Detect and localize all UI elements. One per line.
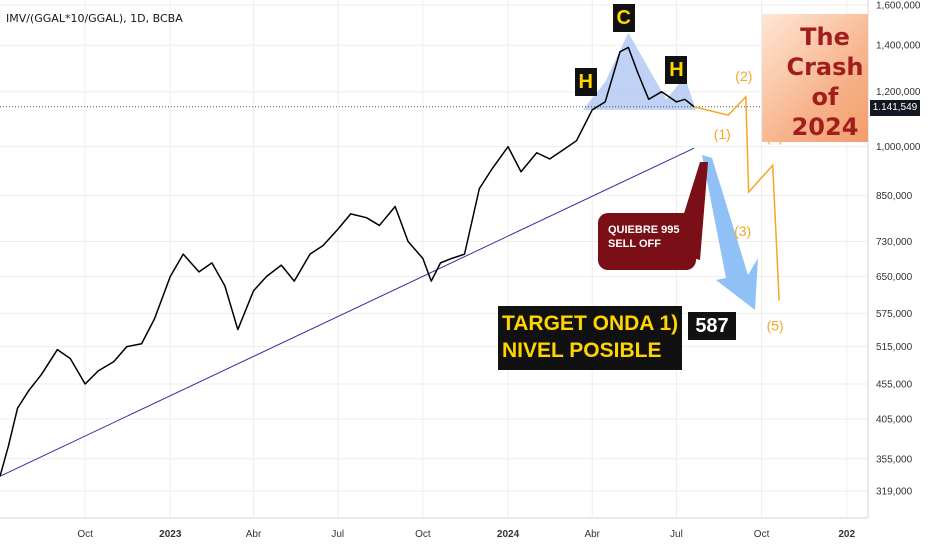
y-tick-label: 1,600,000 — [876, 1, 921, 12]
sell-off-arrow — [702, 155, 758, 310]
y-tick-label: 319,000 — [876, 487, 913, 498]
target-value: 587 — [688, 312, 736, 340]
y-tick-label: 730,000 — [876, 237, 913, 248]
wave-label: (3) — [734, 223, 751, 239]
target-line2: NIVEL POSIBLE — [502, 339, 662, 362]
y-tick-label: 850,000 — [876, 191, 913, 202]
trendline — [0, 147, 695, 477]
x-tick-label: 2024 — [497, 529, 520, 540]
price-line — [0, 46, 695, 477]
chart-title: IMV/(GGAL*10/GGAL), 1D, BCBA — [6, 12, 183, 25]
y-tick-label: 515,000 — [876, 342, 913, 353]
pattern-label-h: H — [574, 67, 597, 96]
pattern-area — [582, 32, 696, 110]
wave-path — [693, 94, 780, 301]
crash-title: The Crash of 2024 — [786, 23, 864, 141]
sell-off-box: QUIEBRE 995 SELL OFF — [598, 213, 696, 270]
price-series-layer — [0, 46, 695, 477]
x-tick-label: 202 — [838, 529, 855, 540]
x-axis-panel — [0, 518, 932, 550]
x-tick-label: Jul — [331, 529, 344, 540]
x-tick-label: Oct — [754, 529, 770, 540]
trendline-layer — [0, 147, 695, 477]
head-and-shoulders-pattern — [0, 32, 868, 110]
y-tick-label: 1,000,000 — [876, 142, 921, 153]
y-tick-label: 1,400,000 — [876, 41, 921, 52]
x-axis: Oct 2023 Abr Jul Oct 2024 Abr Jul Oct 202 — [0, 517, 932, 550]
x-tick-label: Abr — [246, 529, 262, 540]
wave-label: (1) — [714, 126, 731, 142]
y-axis: 1,600,000 1,400,000 1,200,000 1,000,000 850,… — [867, 0, 932, 550]
y-tick-label: 405,000 — [876, 415, 913, 426]
crash-highlight-box — [762, 14, 868, 142]
x-tick-label: 2023 — [159, 529, 182, 540]
y-tick-label: 455,000 — [876, 379, 913, 390]
wave-projection-layer: (1)(2)(3)(4)(5) — [693, 68, 784, 334]
y-axis-panel — [868, 0, 932, 550]
x-tick-label: Abr — [584, 529, 600, 540]
wave-label: (5) — [767, 318, 784, 334]
sell-off-line2: SELL OFF — [608, 238, 661, 250]
pattern-label-h: H — [665, 55, 688, 84]
target-box: TARGET ONDA 1) NIVEL POSIBLE — [498, 306, 682, 370]
y-tick-label: 355,000 — [876, 454, 913, 465]
sell-off-line1: QUIEBRE 995 — [608, 224, 680, 236]
target-line1: TARGET ONDA 1) — [502, 312, 679, 335]
wave-label: (2) — [735, 68, 752, 84]
y-tick-label: 575,000 — [876, 309, 913, 320]
y-tick-label: 650,000 — [876, 272, 913, 283]
x-tick-label: Jul — [670, 529, 683, 540]
last-price-label: 1.141,549 — [870, 100, 920, 116]
x-tick-label: Oct — [415, 529, 431, 540]
y-tick-label: 1,200,000 — [876, 87, 921, 98]
x-tick-label: Oct — [77, 529, 93, 540]
pattern-label-c: C — [612, 4, 635, 33]
